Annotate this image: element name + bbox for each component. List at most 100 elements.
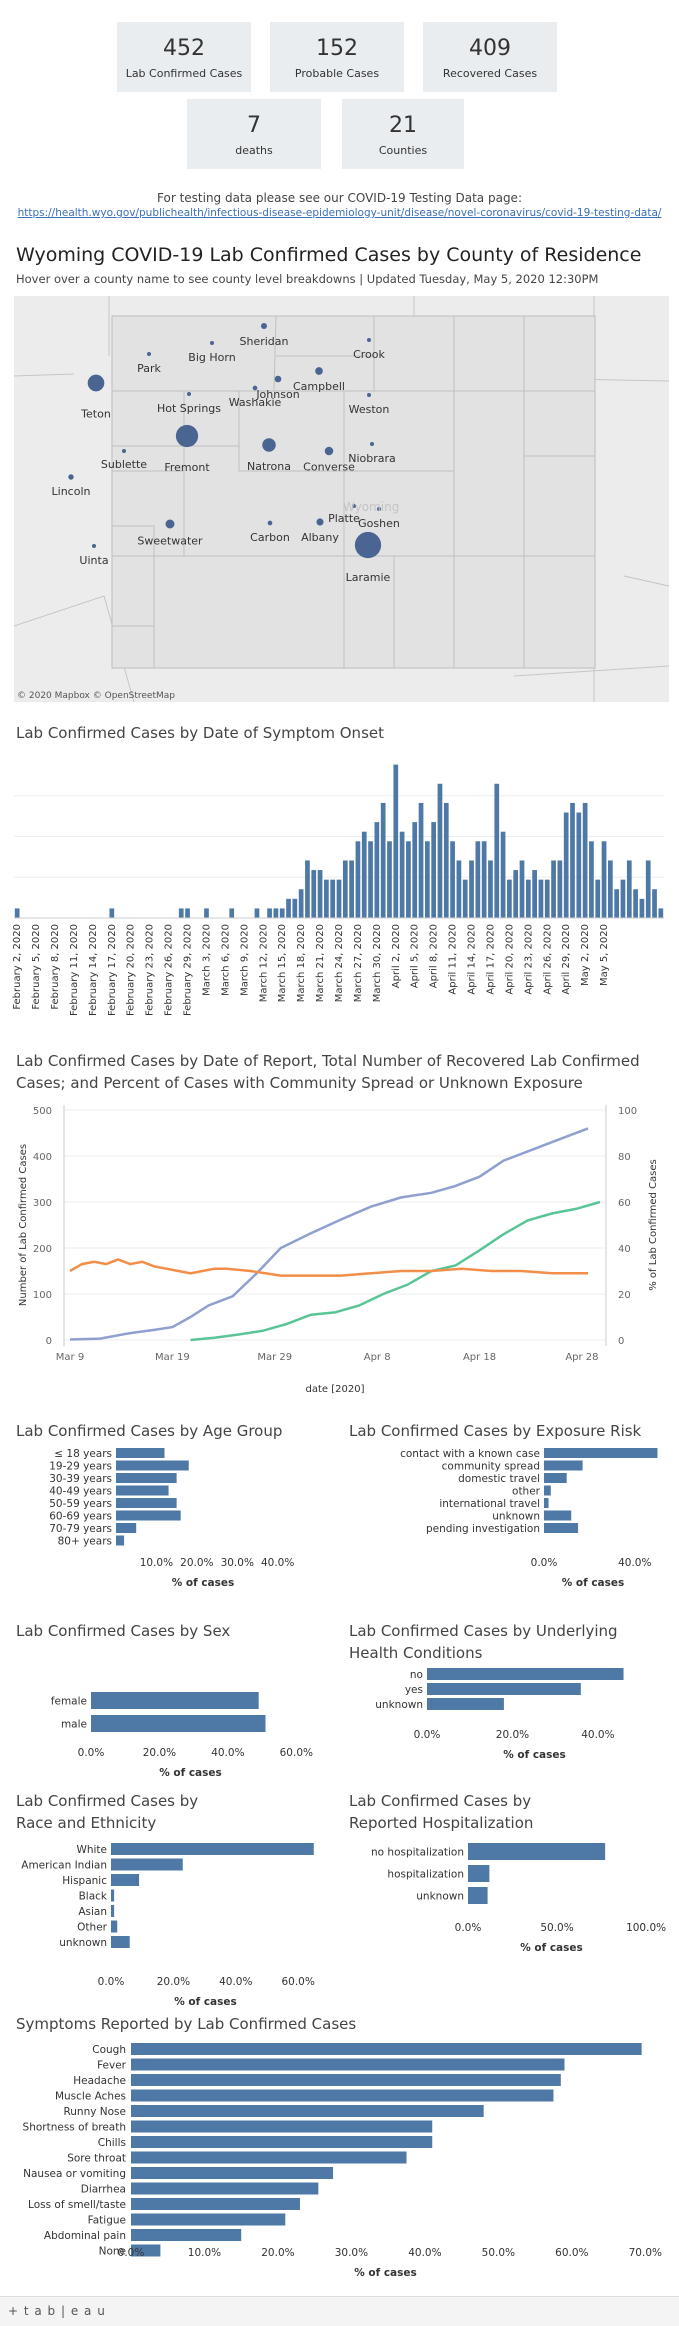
x-axis-label: date [2020] (306, 1384, 365, 1395)
onset-bar (330, 879, 336, 918)
county-sheridan[interactable]: Sheridan (240, 322, 289, 348)
onset-bar (525, 879, 531, 918)
county-crook[interactable]: Crook (353, 338, 386, 361)
onset-tick-label: April 29, 2020 (561, 924, 572, 995)
county-map[interactable]: Sheridan Crook Big Horn Park Campbell Teton Jo… (14, 296, 669, 702)
x-tick: Apr 8 (364, 1352, 391, 1363)
onset-tick-label: February 5, 2020 (31, 924, 42, 1010)
county-lincoln[interactable]: Lincoln (52, 474, 91, 498)
county-hot-springs[interactable]: Hot Springs (157, 392, 221, 415)
category-label: Hispanic (62, 1875, 107, 1887)
county-bubble (354, 531, 382, 559)
county-johnson[interactable]: Johnson (255, 375, 300, 401)
county-uinta[interactable]: Uinta (79, 544, 109, 567)
onset-bar (608, 860, 613, 918)
symptoms-chart[interactable]: Cough Fever Headache Muscle Aches Runny Nose… (10, 2035, 669, 2285)
sex-chart[interactable]: female male 0.0% 20.0% 40.0% 60.0% % of cases (10, 1640, 330, 1780)
county-albany[interactable]: Albany (301, 518, 339, 544)
x-tick: 0.0% (531, 1557, 558, 1569)
bar (544, 1473, 567, 1483)
x-tick: Mar 19 (155, 1352, 190, 1363)
onset-bar (620, 879, 626, 918)
series-line (69, 1258, 588, 1277)
county-goshen[interactable]: Goshen (358, 507, 400, 530)
county-teton[interactable]: Teton (80, 374, 111, 421)
onset-bar (544, 879, 550, 918)
county-weston[interactable]: Weston (349, 393, 390, 416)
bar (111, 1889, 115, 1902)
report-chart[interactable]: 0 100 200 300 400 500 0 20 40 60 80 100 Mar 9 Mar 19 M… (10, 1100, 669, 1405)
county-bubble (165, 519, 175, 529)
onset-tick-label: May 5, 2020 (599, 924, 610, 986)
bar (544, 1460, 583, 1471)
county-label: Niobrara (348, 452, 396, 465)
county-bubble (262, 438, 276, 452)
onset-tick-label: February 23, 2020 (145, 924, 156, 1015)
category-label: unknown (59, 1937, 107, 1949)
category-label: domestic travel (458, 1473, 540, 1485)
onset-bar (412, 822, 418, 918)
onset-bar (576, 812, 582, 918)
y-right-tick: 80 (618, 1152, 631, 1163)
map-subtitle: Hover over a county name to see county l… (16, 272, 599, 286)
tableau-logo[interactable]: + t a b | e a u (8, 2304, 106, 2318)
bar (468, 1887, 488, 1904)
onset-tick-label: February 14, 2020 (88, 924, 99, 1015)
bar (131, 2229, 242, 2241)
county-park[interactable]: Park (137, 352, 162, 375)
bar (427, 1668, 624, 1680)
category-label: 40-49 years (49, 1486, 112, 1498)
county-label: Uinta (79, 554, 108, 567)
bar (131, 2213, 286, 2226)
county-label: Albany (301, 531, 339, 544)
county-sublette[interactable]: Sublette (101, 449, 147, 471)
onset-bar (14, 908, 20, 918)
category-label: 60-69 years (49, 1511, 112, 1523)
bar (91, 1715, 266, 1732)
hosp-chart[interactable]: no hospitalization hospitalization unknown… (340, 1835, 670, 1975)
underlying-chart[interactable]: no yes unknown 0.0% 20.0% 40.0% % of cases (340, 1660, 670, 1790)
onset-bar (507, 879, 512, 918)
category-label: Runny Nose (63, 2106, 126, 2118)
county-platte[interactable]: Platte (328, 504, 360, 525)
onset-bar (393, 764, 399, 918)
race-chart[interactable]: White American Indian Hispanic Black Asian Ot… (10, 1835, 330, 2005)
series-line (69, 1127, 589, 1341)
y-right-tick: 60 (618, 1198, 631, 1209)
county-big-horn[interactable]: Big Horn (188, 341, 236, 364)
county-washakie[interactable]: Washakie (229, 385, 282, 409)
onset-tick-label: February 26, 2020 (164, 924, 175, 1015)
kpi-probable: 152 Probable Cases (270, 22, 404, 92)
bar (468, 1843, 606, 1860)
onset-bar (645, 860, 651, 918)
y-right-tick: 40 (618, 1244, 631, 1255)
onset-tick-label: March 3, 2020 (201, 924, 212, 996)
onset-tick-label: March 27, 2020 (353, 924, 364, 1002)
hosp-title-1: Lab Confirmed Cases by (349, 1792, 532, 1810)
county-natrona[interactable]: Natrona (247, 438, 291, 473)
y-left-tick: 300 (33, 1198, 52, 1209)
kpi-deaths: 7 deaths (187, 99, 321, 169)
county-campbell[interactable]: Campbell (293, 367, 345, 393)
y-right-tick: 20 (618, 1290, 631, 1301)
x-tick: 20.0% (180, 1557, 213, 1569)
testing-data-link[interactable]: https://health.wyo.gov/publichealth/infe… (17, 207, 662, 219)
y-left-tick: 400 (33, 1152, 52, 1163)
county-sweetwater[interactable]: Sweetwater (137, 519, 203, 548)
county-carbon[interactable]: Carbon (250, 520, 290, 544)
county-bubble (210, 341, 214, 345)
category-label: no (410, 1669, 423, 1681)
county-converse[interactable]: Converse (303, 446, 355, 474)
onset-bar (633, 889, 638, 918)
onset-bar (551, 860, 556, 918)
county-fremont[interactable]: Fremont (164, 424, 210, 474)
county-niobrara[interactable]: Niobrara (348, 442, 396, 465)
y-right-tick: 0 (618, 1336, 624, 1347)
category-label: American Indian (21, 1860, 107, 1872)
county-label: Fremont (164, 461, 210, 474)
onset-chart[interactable]: February 2, 2020 February 5, 2020 February… (10, 750, 669, 1015)
category-label: Muscle Aches (55, 2091, 126, 2103)
county-laramie[interactable]: Laramie (346, 531, 391, 584)
